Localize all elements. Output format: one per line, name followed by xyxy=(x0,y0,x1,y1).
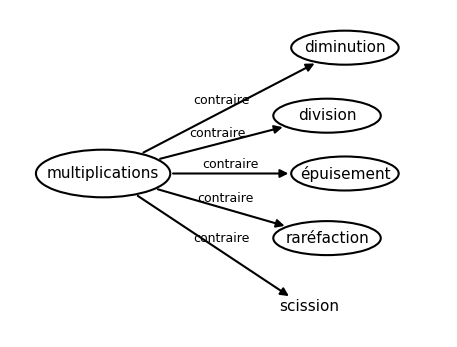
Text: contraire: contraire xyxy=(197,192,254,205)
Ellipse shape xyxy=(291,31,399,65)
Ellipse shape xyxy=(36,150,170,197)
Text: diminution: diminution xyxy=(304,40,386,55)
Ellipse shape xyxy=(273,221,381,255)
Text: contraire: contraire xyxy=(193,232,250,245)
Text: contraire: contraire xyxy=(202,159,259,171)
Text: scission: scission xyxy=(279,299,339,314)
Text: raréfaction: raréfaction xyxy=(285,231,369,246)
Ellipse shape xyxy=(273,99,381,133)
Text: contraire: contraire xyxy=(194,94,250,107)
Ellipse shape xyxy=(291,156,399,191)
Text: division: division xyxy=(298,108,356,123)
Text: contraire: contraire xyxy=(189,127,245,141)
Text: multiplications: multiplications xyxy=(47,166,159,181)
Text: épuisement: épuisement xyxy=(300,166,390,181)
